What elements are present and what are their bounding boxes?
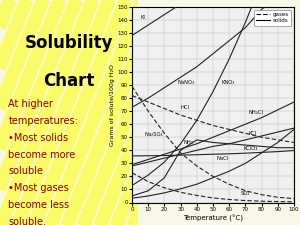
Y-axis label: Grams of solute/100g H₂O: Grams of solute/100g H₂O — [110, 64, 115, 146]
Text: NH₃: NH₃ — [184, 140, 194, 145]
Text: SO₂: SO₂ — [241, 191, 250, 196]
Text: KI: KI — [140, 15, 145, 20]
Text: soluble.: soluble. — [8, 217, 46, 225]
Text: KClO₃: KClO₃ — [244, 146, 258, 151]
Text: Na₂SO₄: Na₂SO₄ — [145, 132, 164, 137]
Text: NaNO₃: NaNO₃ — [177, 80, 194, 85]
Text: •Most solids: •Most solids — [8, 133, 68, 143]
Text: Solubility: Solubility — [25, 34, 113, 52]
Text: become more: become more — [8, 150, 76, 160]
Text: HCl: HCl — [181, 105, 190, 110]
Text: KCl: KCl — [249, 131, 257, 136]
Legend: gases, solids: gases, solids — [254, 9, 291, 26]
Text: become less: become less — [8, 200, 69, 210]
Text: At higher: At higher — [8, 99, 53, 109]
Text: temperatures:: temperatures: — [8, 116, 78, 126]
X-axis label: Temperature (°C): Temperature (°C) — [183, 214, 243, 222]
Text: NaCl: NaCl — [216, 156, 229, 161]
Text: Chart: Chart — [43, 72, 95, 90]
Text: soluble: soluble — [8, 166, 43, 176]
Text: NH₄Cl: NH₄Cl — [249, 110, 264, 115]
Text: •Most gases: •Most gases — [8, 183, 69, 193]
Text: KNO₃: KNO₃ — [221, 80, 235, 85]
